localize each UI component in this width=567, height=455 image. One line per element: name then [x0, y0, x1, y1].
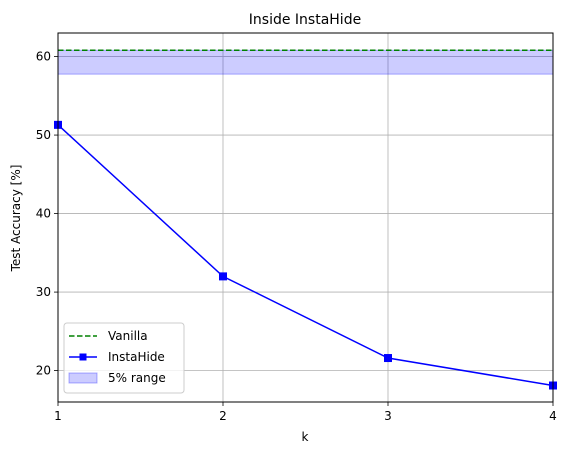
range-band — [57, 49, 554, 75]
x-tick-label: 1 — [54, 409, 62, 423]
range-band-layer — [57, 49, 554, 75]
x-tick-label: 3 — [384, 409, 392, 423]
legend-instahide-label: InstaHide — [108, 350, 165, 364]
y-tick-label: 20 — [36, 364, 51, 378]
data-point — [219, 272, 227, 281]
legend-range-label: 5% range — [108, 371, 166, 385]
y-tick-label: 40 — [36, 207, 51, 221]
y-axis-label: Test Accuracy [%] — [9, 165, 23, 273]
y-tick-label: 60 — [36, 50, 51, 64]
ticks: 1 2 3 4 20 30 40 50 60 — [36, 50, 557, 423]
data-point — [384, 354, 392, 363]
legend-instahide-marker — [79, 353, 87, 361]
x-tick-label: 4 — [549, 409, 557, 423]
legend: Vanilla InstaHide 5% range — [63, 322, 185, 394]
y-tick-label: 50 — [36, 128, 51, 142]
legend-vanilla-label: Vanilla — [108, 329, 148, 343]
x-axis-label: k — [302, 430, 309, 444]
y-tick-label: 30 — [36, 285, 51, 299]
chart-title: Inside InstaHide — [249, 12, 361, 28]
series-line-instahide — [57, 124, 554, 387]
plot-frame — [57, 32, 554, 403]
x-tick-label: 2 — [219, 409, 227, 423]
legend-box — [63, 322, 185, 394]
legend-range-swatch — [68, 372, 98, 384]
